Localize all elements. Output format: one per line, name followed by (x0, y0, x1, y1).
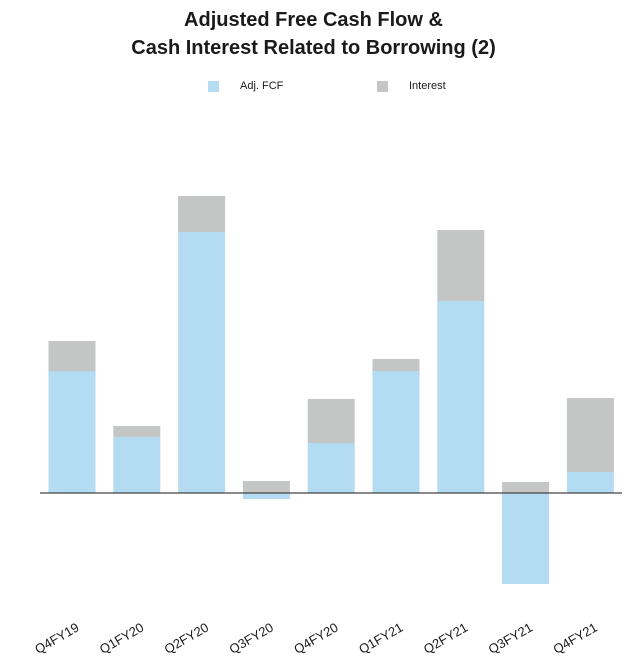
legend-swatch-adj-fcf (208, 80, 219, 92)
x-tick-label-q1fy21: Q1FY21 (356, 620, 405, 657)
bar-interest-q4fy21 (566, 398, 614, 472)
bar-adj-fcf-q1fy20 (113, 437, 161, 493)
x-tick-label-q2fy21: Q2FY21 (421, 620, 470, 657)
x-tick-label-q3fy21: Q3FY21 (486, 620, 535, 657)
x-tick-label-q4fy20: Q4FY20 (291, 620, 340, 657)
x-tick-label-q1fy20: Q1FY20 (97, 620, 146, 657)
chart-title: Adjusted Free Cash Flow & Cash Interest … (0, 6, 627, 62)
x-tick-label-q2fy20: Q2FY20 (162, 620, 211, 657)
bar-adj-fcf-q1fy21 (372, 371, 420, 493)
bar-adj-fcf-q3fy21 (502, 493, 550, 584)
bar-interest-q1fy20 (113, 426, 161, 437)
bar-adj-fcf-q2fy20 (178, 232, 226, 493)
bar-interest-q3fy21 (502, 482, 550, 493)
x-tick-label-q4fy19: Q4FY19 (32, 620, 81, 657)
bar-interest-q1fy21 (372, 359, 420, 371)
legend-item-adj-fcf: Adj. FCF (208, 80, 283, 92)
legend-label-interest: Interest (409, 80, 446, 92)
bar-interest-q3fy20 (242, 481, 290, 493)
x-tick-label-q4fy21: Q4FY21 (550, 620, 599, 657)
bar-adj-fcf-q2fy21 (437, 301, 485, 493)
bar-interest-q2fy20 (178, 196, 226, 232)
bar-interest-q4fy20 (307, 399, 355, 443)
legend-swatch-interest (377, 80, 388, 92)
chart-title-line-2: Cash Interest Related to Borrowing (2) (131, 37, 496, 59)
bar-interest-q2fy21 (437, 230, 485, 301)
x-tick-label-q3fy20: Q3FY20 (226, 620, 275, 657)
bar-adj-fcf-q4fy21 (566, 472, 614, 493)
bar-adj-fcf-q3fy20 (242, 493, 290, 499)
bar-adj-fcf-q4fy20 (307, 443, 355, 493)
chart-legend: Adj. FCF Interest (0, 80, 627, 98)
legend-label-adj-fcf: Adj. FCF (240, 80, 284, 92)
chart-title-line-1: Adjusted Free Cash Flow & (184, 9, 443, 31)
legend-item-interest: Interest (377, 80, 446, 92)
bar-interest-q4fy19 (48, 341, 96, 371)
bar-adj-fcf-q4fy19 (48, 371, 96, 493)
